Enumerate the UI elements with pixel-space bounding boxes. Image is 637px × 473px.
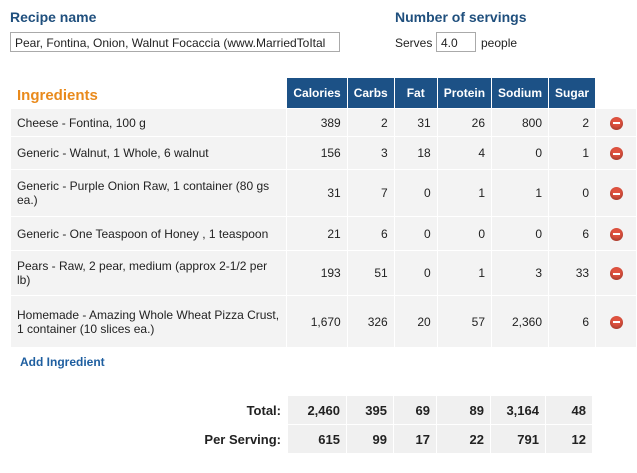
ingredient-name: Homemade - Amazing Whole Wheat Pizza Cru… [11, 296, 287, 347]
ingredients-title: Ingredients [11, 78, 287, 108]
delete-cell [596, 170, 636, 216]
nutrient-value: 31 [287, 170, 347, 216]
nutrient-value: 800 [492, 109, 549, 136]
total-value: 22 [437, 425, 490, 453]
total-value: 791 [491, 425, 545, 453]
nutrient-value: 20 [394, 296, 437, 347]
ingredient-row: Generic - Purple Onion Raw, 1 container … [11, 170, 636, 216]
nutrient-value: 1 [549, 137, 596, 169]
total-value: 89 [437, 396, 490, 424]
nutrient-value: 6 [549, 296, 596, 347]
nutrient-value: 0 [394, 170, 437, 216]
nutrient-value: 0 [394, 251, 437, 295]
nutrient-value: 2 [347, 109, 394, 136]
spacer [596, 78, 636, 108]
column-header: Sugar [549, 78, 596, 108]
nutrient-value: 1 [437, 170, 492, 216]
delete-button[interactable] [609, 116, 623, 130]
total-value: 395 [347, 396, 393, 424]
nutrient-value: 3 [347, 137, 394, 169]
delete-button[interactable] [609, 187, 623, 201]
total-value: 69 [394, 396, 436, 424]
nutrient-value: 1 [492, 170, 549, 216]
recipe-name-label: Recipe name [10, 9, 97, 25]
nutrient-value: 18 [394, 137, 437, 169]
column-header: Protein [437, 78, 492, 108]
add-ingredient-link[interactable]: Add Ingredient [20, 355, 105, 369]
nutrient-value: 6 [549, 217, 596, 250]
ingredient-name: Generic - One Teaspoon of Honey , 1 teas… [11, 217, 287, 250]
delete-cell [596, 109, 636, 136]
nutrient-value: 21 [287, 217, 347, 250]
total-value: 2,460 [288, 396, 346, 424]
ingredient-name: Cheese - Fontina, 100 g [11, 109, 287, 136]
ingredient-name: Generic - Purple Onion Raw, 1 container … [11, 170, 287, 216]
nutrient-value: 4 [437, 137, 492, 169]
nutrient-value: 0 [394, 217, 437, 250]
total-value: 615 [288, 425, 346, 453]
column-header: Calories [287, 78, 347, 108]
total-value: 3,164 [491, 396, 545, 424]
total-label: Total: [11, 396, 287, 424]
delete-button[interactable] [609, 315, 623, 329]
totals-row: Total: 2,460 395 69 89 3,164 48 [11, 396, 633, 424]
ingredient-row: Generic - One Teaspoon of Honey , 1 teas… [11, 217, 636, 250]
delete-cell [596, 217, 636, 250]
serves-prefix: Serves [395, 36, 433, 50]
nutrient-value: 0 [437, 217, 492, 250]
nutrient-value: 389 [287, 109, 347, 136]
column-header: Fat [394, 78, 437, 108]
serves-input[interactable]: 4.0 [436, 32, 476, 52]
recipe-name-input[interactable]: Pear, Fontina, Onion, Walnut Focaccia (w… [10, 32, 340, 52]
header-row: Ingredients Calories Carbs Fat Protein Sodium… [11, 78, 636, 108]
nutrient-value: 57 [437, 296, 492, 347]
nutrient-value: 33 [549, 251, 596, 295]
nutrient-value: 6 [347, 217, 394, 250]
total-value: 17 [394, 425, 436, 453]
total-value: 48 [546, 396, 592, 424]
nutrient-value: 156 [287, 137, 347, 169]
nutrient-value: 1 [437, 251, 492, 295]
nutrient-value: 0 [549, 170, 596, 216]
total-value: 99 [347, 425, 393, 453]
total-label: Per Serving: [11, 425, 287, 453]
ingredient-name: Generic - Walnut, 1 Whole, 6 walnut [11, 137, 287, 169]
delete-cell [596, 296, 636, 347]
servings-label: Number of servings [395, 9, 527, 25]
delete-button[interactable] [609, 147, 623, 161]
serves-suffix: people [481, 36, 518, 50]
delete-cell [596, 251, 636, 295]
nutrient-value: 3 [492, 251, 549, 295]
delete-button[interactable] [609, 227, 623, 241]
delete-cell [596, 137, 636, 169]
totals-row: Per Serving: 615 99 17 22 791 12 [11, 425, 633, 453]
nutrient-value: 2 [549, 109, 596, 136]
nutrient-value: 326 [347, 296, 394, 347]
nutrient-value: 193 [287, 251, 347, 295]
column-header: Carbs [347, 78, 394, 108]
ingredient-row: Pears - Raw, 2 pear, medium (approx 2-1/… [11, 251, 636, 295]
ingredient-row: Cheese - Fontina, 100 g 389 2 31 26 800 2 [11, 109, 636, 136]
nutrient-value: 2,360 [492, 296, 549, 347]
nutrient-value: 26 [437, 109, 492, 136]
nutrient-value: 51 [347, 251, 394, 295]
spacer [593, 396, 633, 424]
ingredients-table: Ingredients Calories Carbs Fat Protein Sodium… [10, 77, 637, 348]
spacer [593, 425, 633, 453]
delete-button[interactable] [609, 267, 623, 281]
column-header: Sodium [492, 78, 549, 108]
nutrient-value: 31 [394, 109, 437, 136]
total-value: 12 [546, 425, 592, 453]
nutrient-value: 0 [492, 137, 549, 169]
ingredient-name: Pears - Raw, 2 pear, medium (approx 2-1/… [11, 251, 287, 295]
nutrient-value: 1,670 [287, 296, 347, 347]
ingredient-row: Homemade - Amazing Whole Wheat Pizza Cru… [11, 296, 636, 347]
totals-table: Total: 2,460 395 69 89 3,164 48 Per Serving: 615… [10, 395, 634, 454]
ingredient-row: Generic - Walnut, 1 Whole, 6 walnut 156 3 1… [11, 137, 636, 169]
nutrient-value: 0 [492, 217, 549, 250]
nutrient-value: 7 [347, 170, 394, 216]
